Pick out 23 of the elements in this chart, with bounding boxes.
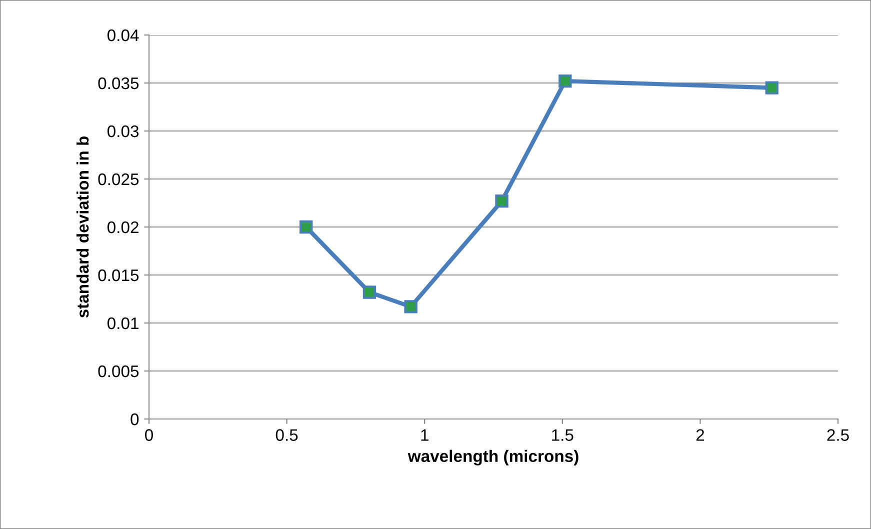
y-tick-label: 0.01 (107, 317, 138, 330)
point (299, 220, 313, 234)
point (362, 286, 376, 299)
x-tick-label: 2 (696, 429, 704, 441)
x-tick-label: 2.5 (827, 429, 849, 441)
x-tick-label: 0.5 (276, 429, 298, 441)
y-tick-label: 0.025 (98, 173, 139, 186)
x-axis-title: wavelength (microns) (408, 450, 578, 466)
point (765, 81, 778, 94)
y-axis-title: standard deviation in b (76, 136, 89, 318)
point (495, 194, 508, 208)
y-tick-label: 0.04 (107, 29, 139, 42)
y-tick-label: 0.03 (107, 125, 139, 138)
x-tick-label: 1.5 (552, 429, 574, 441)
x-tick-label: 1 (421, 429, 428, 441)
point (558, 74, 572, 88)
y-tick-label: 0.015 (98, 269, 139, 282)
y-tick-label: 0 (130, 413, 139, 426)
x-tick-label: 0 (145, 429, 153, 441)
y-tick-label: 0.035 (98, 77, 139, 90)
point (404, 300, 418, 314)
y-tick-label: 0.005 (98, 365, 139, 378)
y-tick-label: 0.02 (107, 221, 138, 234)
